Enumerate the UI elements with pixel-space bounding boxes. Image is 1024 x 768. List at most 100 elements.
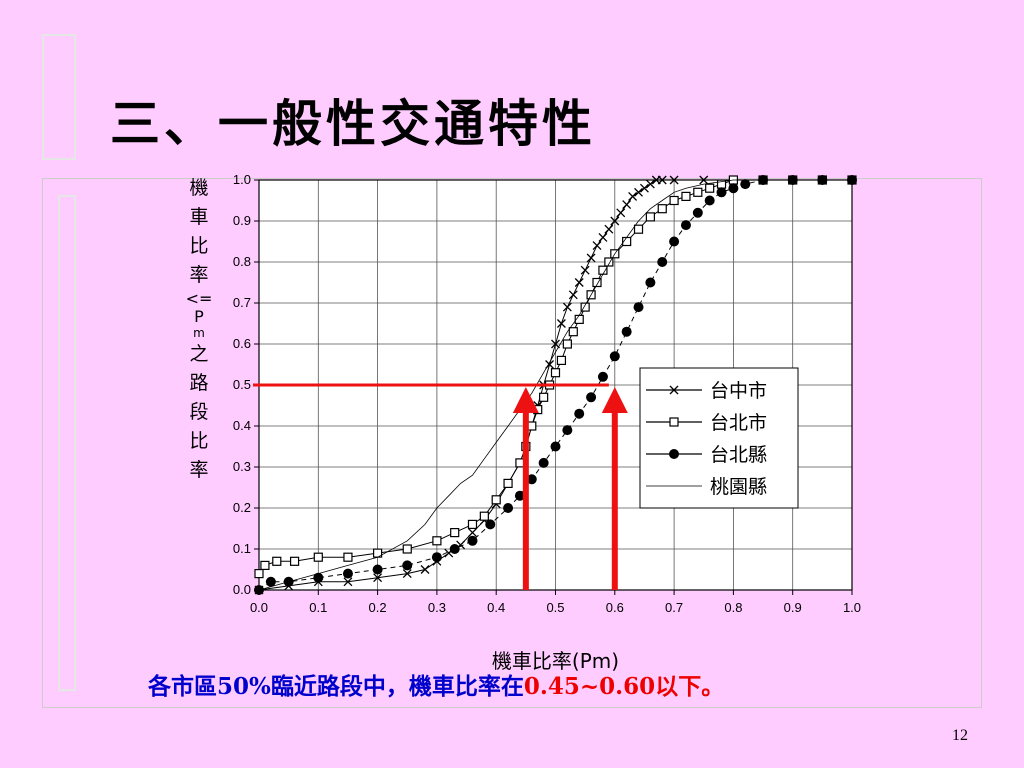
y-axis-label-char: 比 bbox=[189, 430, 209, 452]
data-point bbox=[313, 552, 323, 562]
y-tick-label: 0.0 bbox=[233, 582, 251, 597]
data-point bbox=[592, 277, 602, 288]
data-point bbox=[485, 519, 496, 530]
y-tick-label: 0.2 bbox=[233, 500, 251, 515]
data-point bbox=[568, 290, 578, 300]
data-point bbox=[420, 565, 430, 574]
y-tick-label: 0.1 bbox=[233, 541, 251, 556]
legend-label: 台北市 bbox=[710, 412, 767, 434]
data-point bbox=[634, 187, 643, 197]
data-point bbox=[265, 576, 276, 587]
legend-box bbox=[639, 367, 799, 509]
data-point bbox=[580, 265, 590, 275]
data-point bbox=[313, 572, 324, 583]
data-point bbox=[468, 528, 477, 538]
legend-label: 桃園縣 bbox=[710, 476, 767, 498]
data-point bbox=[538, 457, 549, 468]
page-number: 12 bbox=[952, 727, 968, 744]
x-tick-label: 0.3 bbox=[428, 600, 446, 615]
data-point bbox=[515, 458, 525, 468]
data-point bbox=[402, 569, 412, 579]
y-axis-label-char: 路 bbox=[189, 372, 209, 394]
series-line bbox=[258, 179, 852, 591]
y-axis-label-char: <= bbox=[185, 289, 213, 308]
data-point bbox=[527, 421, 537, 431]
data-point bbox=[609, 351, 620, 362]
data-point bbox=[562, 302, 572, 312]
data-point bbox=[716, 187, 727, 198]
data-point bbox=[616, 208, 626, 218]
data-point bbox=[491, 495, 501, 505]
data-point bbox=[343, 552, 353, 562]
data-point bbox=[657, 175, 667, 185]
data-point bbox=[562, 339, 572, 349]
data-point bbox=[740, 179, 751, 190]
y-tick-label: 0.9 bbox=[233, 213, 251, 228]
legend-item: 台北縣 bbox=[646, 444, 767, 466]
chart-panel bbox=[42, 178, 982, 708]
data-point bbox=[562, 425, 573, 436]
legend-label: 台北縣 bbox=[710, 444, 767, 466]
x-tick-label: 0.2 bbox=[369, 600, 387, 615]
data-point bbox=[669, 195, 679, 206]
data-point bbox=[693, 187, 703, 197]
data-point bbox=[402, 560, 413, 571]
data-point bbox=[633, 224, 644, 234]
decor-bar-top bbox=[42, 34, 76, 160]
y-tick-label: 0.8 bbox=[233, 254, 251, 269]
y-axis-label-char: 率 bbox=[189, 459, 209, 481]
legend-swatch-marker bbox=[669, 449, 679, 459]
series-3 bbox=[254, 175, 857, 595]
data-point bbox=[450, 527, 460, 538]
x-tick-label: 0.9 bbox=[784, 600, 802, 615]
data-point bbox=[681, 191, 691, 201]
x-tick-label: 1.0 bbox=[843, 600, 861, 615]
data-point bbox=[503, 503, 514, 513]
data-point bbox=[657, 257, 668, 267]
data-point bbox=[551, 339, 560, 349]
data-point bbox=[645, 277, 656, 288]
data-point bbox=[467, 535, 478, 546]
y-tick-label: 0.6 bbox=[233, 336, 251, 351]
slide-title: 三、一般性交通特性 bbox=[110, 94, 596, 153]
y-axis-label-char: 之 bbox=[189, 343, 209, 365]
data-point bbox=[550, 441, 561, 452]
data-point bbox=[539, 392, 549, 402]
decor-bar-side bbox=[58, 195, 76, 691]
arrow-head bbox=[512, 387, 539, 413]
data-point bbox=[574, 278, 584, 287]
data-point bbox=[704, 195, 715, 206]
data-point bbox=[449, 544, 460, 554]
data-point bbox=[556, 355, 567, 365]
x-tick-label: 0.1 bbox=[309, 600, 327, 615]
y-tick-label: 0.3 bbox=[233, 459, 251, 474]
y-axis-label-char: 車 bbox=[189, 206, 209, 228]
data-point bbox=[705, 183, 715, 193]
caption-percent: 50% bbox=[217, 673, 271, 700]
series-line bbox=[258, 179, 852, 591]
data-point bbox=[657, 204, 667, 214]
data-point bbox=[272, 556, 282, 566]
data-point bbox=[586, 392, 597, 403]
legend-item: 台中市 bbox=[646, 380, 767, 402]
data-point bbox=[645, 212, 655, 222]
data-point bbox=[342, 568, 353, 579]
arrow-head bbox=[601, 387, 628, 413]
y-tick-label: 0.4 bbox=[233, 418, 251, 433]
y-axis-label-char: 率 bbox=[189, 264, 209, 286]
legend-swatch-marker bbox=[669, 417, 679, 427]
data-point bbox=[431, 552, 442, 563]
data-point bbox=[645, 179, 655, 189]
data-point bbox=[699, 175, 709, 185]
x-tick-label: 0.0 bbox=[250, 600, 268, 615]
data-point bbox=[514, 490, 525, 501]
legend-item: 台北市 bbox=[646, 412, 767, 434]
data-point bbox=[556, 319, 566, 328]
y-axis-label-char: m bbox=[193, 326, 205, 340]
caption-prefix: 各市區 bbox=[148, 673, 217, 700]
data-point bbox=[692, 207, 703, 218]
data-point bbox=[503, 478, 513, 488]
data-point bbox=[343, 577, 353, 587]
y-tick-label: 0.7 bbox=[233, 295, 251, 310]
